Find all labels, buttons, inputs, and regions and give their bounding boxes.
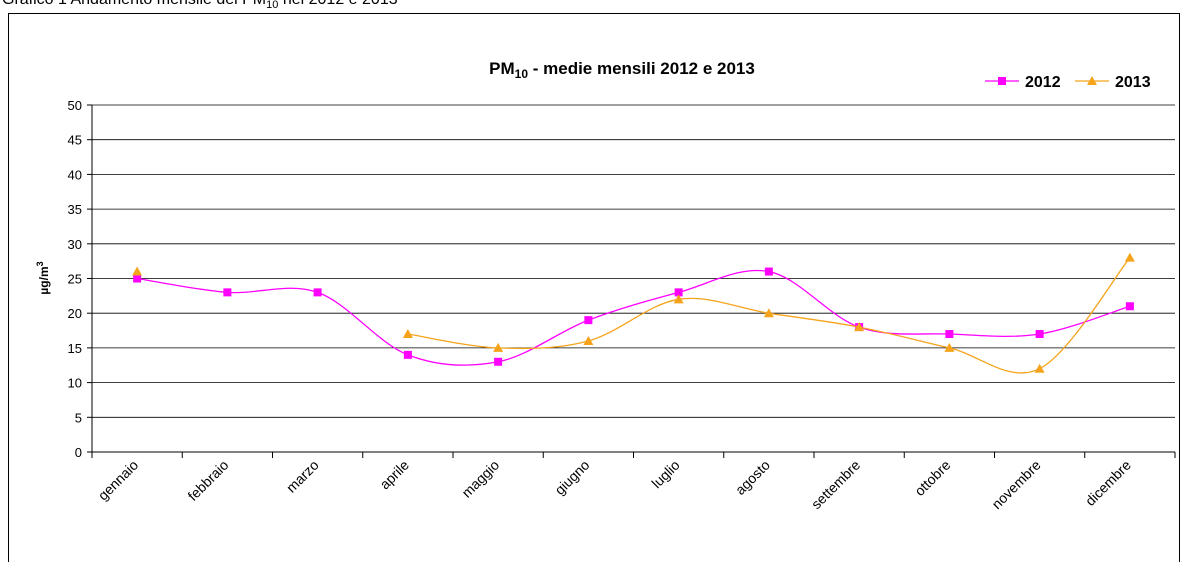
data-point <box>854 322 865 332</box>
data-point <box>223 288 232 297</box>
data-point <box>583 335 594 345</box>
title-subscript: 10 <box>515 67 529 81</box>
y-tick-label: 40 <box>68 167 82 182</box>
data-point <box>133 274 142 283</box>
y-axis-label: µg/m3 <box>35 261 51 294</box>
y-tick-label: 30 <box>68 237 82 252</box>
data-point <box>674 288 683 297</box>
legend-marker <box>998 77 1006 85</box>
chart-frame <box>8 13 1180 562</box>
y-tick-label: 20 <box>68 306 82 321</box>
y-label-text: µg/m <box>37 266 51 294</box>
y-tick-label: 35 <box>68 202 82 217</box>
y-tick-label: 15 <box>68 341 82 356</box>
data-point <box>1125 302 1134 311</box>
data-point <box>945 330 954 339</box>
y-label-superscript: 3 <box>35 261 45 266</box>
series-line <box>407 257 1131 374</box>
data-point <box>1035 330 1044 339</box>
title-text: - medie mensili 2012 e 2013 <box>528 59 755 78</box>
y-tick-label: 5 <box>75 410 82 425</box>
caption-text: nel 2012 e 2013 <box>278 0 397 8</box>
data-point <box>763 308 774 318</box>
chart-title: PM10 - medie mensili 2012 e 2013 <box>489 59 755 81</box>
data-point <box>1034 363 1045 373</box>
series-line <box>137 269 1131 366</box>
y-tick-label: 50 <box>68 98 82 113</box>
data-point <box>673 294 684 304</box>
data-point <box>764 267 773 276</box>
legend-marker <box>1087 76 1097 85</box>
y-tick-label: 45 <box>68 133 82 148</box>
legend-item: 2013 <box>1075 74 1151 91</box>
legend-label: 2012 <box>1025 74 1061 91</box>
data-point <box>402 329 413 339</box>
data-point <box>313 288 322 297</box>
data-point <box>584 316 593 325</box>
title-text: PM <box>489 59 515 78</box>
y-tick-label: 25 <box>68 272 82 287</box>
data-point <box>944 342 955 352</box>
caption: Grafico 1 Andamento mensile del PM10 nel… <box>2 0 398 11</box>
caption-subscript: 10 <box>266 0 278 11</box>
data-point <box>403 350 412 359</box>
data-point <box>494 357 503 366</box>
legend-item: 2012 <box>985 74 1061 91</box>
legend-label: 2013 <box>1115 74 1151 91</box>
caption-text: Grafico 1 Andamento mensile del PM <box>2 0 266 8</box>
data-point <box>1124 252 1135 262</box>
data-point <box>132 266 143 276</box>
y-tick-label: 0 <box>75 445 82 460</box>
y-tick-label: 10 <box>68 376 82 391</box>
data-point <box>493 342 504 352</box>
